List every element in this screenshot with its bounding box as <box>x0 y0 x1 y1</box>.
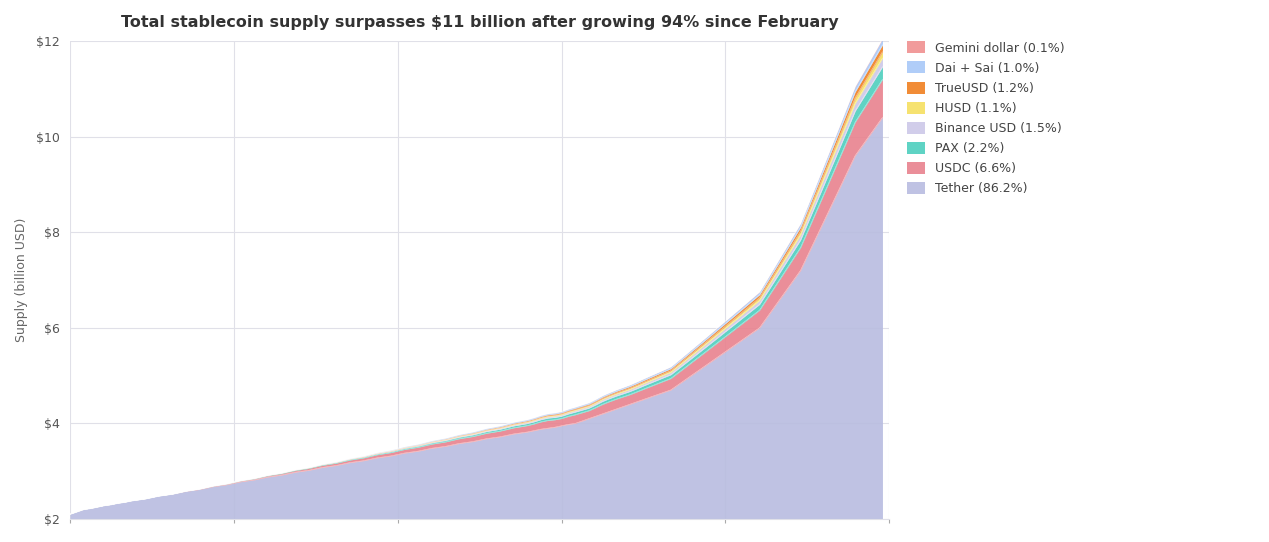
Y-axis label: Supply (billion USD): Supply (billion USD) <box>15 218 28 342</box>
Title: Total stablecoin supply surpasses $11 billion after growing 94% since February: Total stablecoin supply surpasses $11 bi… <box>121 15 839 30</box>
Legend: Gemini dollar (0.1%), Dai + Sai (1.0%), TrueUSD (1.2%), HUSD (1.1%), Binance USD: Gemini dollar (0.1%), Dai + Sai (1.0%), … <box>904 37 1068 199</box>
